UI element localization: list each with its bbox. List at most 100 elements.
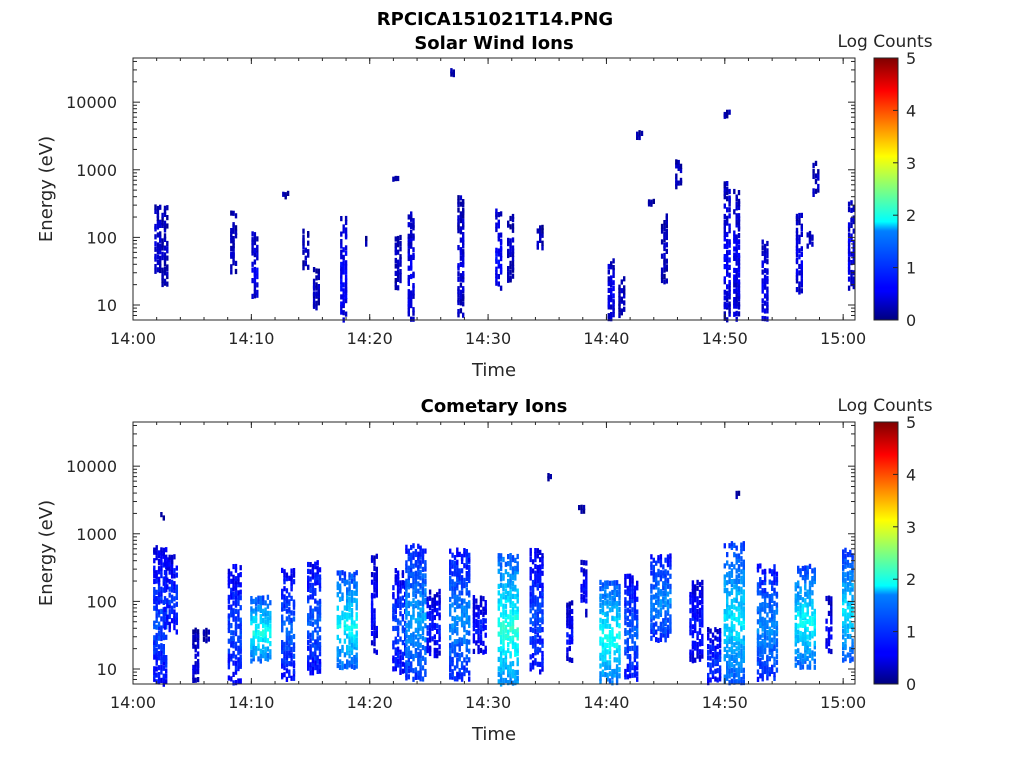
heatmap-cell xyxy=(156,254,160,260)
heatmap-cell xyxy=(742,645,745,651)
heatmap-cell xyxy=(309,665,312,672)
heatmap-cell xyxy=(502,677,505,684)
heatmap-cell xyxy=(168,569,171,575)
heatmap-cell xyxy=(664,614,667,621)
heatmap-cell xyxy=(742,657,745,663)
heatmap-cell xyxy=(582,571,586,577)
heatmap-cell xyxy=(737,639,741,645)
heatmap-cell xyxy=(373,608,376,614)
heatmap-cell xyxy=(701,579,704,585)
heatmap-cell xyxy=(585,583,588,589)
heatmap-cell xyxy=(165,547,168,553)
heatmap-cell xyxy=(396,588,400,594)
heatmap-cell xyxy=(160,573,163,579)
heatmap-cell xyxy=(804,634,807,640)
heatmap-cell xyxy=(160,557,163,563)
heatmap-cell xyxy=(281,625,284,631)
heatmap-cell xyxy=(696,634,699,641)
heatmap-cell xyxy=(254,597,258,603)
heatmap-cell xyxy=(612,312,615,318)
heatmap-cell xyxy=(844,598,847,604)
heatmap-cell xyxy=(227,576,231,582)
heatmap-cell xyxy=(611,641,614,647)
heatmap-cell xyxy=(740,579,743,585)
heatmap-cell xyxy=(541,563,544,570)
heatmap-cell xyxy=(288,635,291,641)
heatmap-cell xyxy=(410,243,413,249)
heatmap-cell xyxy=(633,641,637,647)
heatmap-cell xyxy=(698,593,702,599)
heatmap-cell xyxy=(666,628,670,634)
heatmap-cell xyxy=(449,567,452,573)
heatmap-cell xyxy=(156,259,160,266)
heatmap-cell xyxy=(659,554,663,560)
heatmap-cell xyxy=(285,658,289,664)
heatmap-cell xyxy=(449,611,452,617)
heatmap-cell xyxy=(626,663,629,669)
heatmap-cell xyxy=(465,549,468,555)
heatmap-cell xyxy=(234,593,238,600)
heatmap-cell xyxy=(314,665,317,671)
heatmap-cell xyxy=(514,629,517,635)
heatmap-cell xyxy=(341,615,344,621)
heatmap-cell xyxy=(626,674,629,680)
heatmap-cell xyxy=(628,581,632,587)
heatmap-cell xyxy=(664,569,667,575)
heatmap-cell xyxy=(636,609,639,615)
heatmap-cell xyxy=(798,212,801,219)
heatmap-cell xyxy=(419,607,422,613)
heatmap-cell xyxy=(812,173,815,179)
heatmap-cell xyxy=(262,629,265,635)
heatmap-cell xyxy=(775,638,779,644)
heatmap-cell xyxy=(726,109,729,115)
heatmap-cell xyxy=(799,572,802,578)
heatmap-cell xyxy=(514,642,517,648)
heatmap-cell xyxy=(281,614,284,620)
heatmap-cell xyxy=(541,570,544,576)
heatmap-cell xyxy=(156,209,160,215)
heatmap-cell xyxy=(504,617,508,624)
heatmap-cell xyxy=(419,583,422,589)
heatmap-cell xyxy=(733,311,736,317)
heatmap-cell xyxy=(735,205,738,211)
heatmap-cell xyxy=(250,649,253,655)
heatmap-cell xyxy=(342,299,345,305)
heatmap-cell xyxy=(497,274,500,280)
heatmap-cell xyxy=(234,585,238,591)
heatmap-cell xyxy=(502,657,505,664)
heatmap-cell xyxy=(633,625,637,631)
heatmap-cell xyxy=(497,223,500,229)
heatmap-cell xyxy=(424,573,427,579)
heatmap-cell xyxy=(160,635,163,642)
heatmap-cell xyxy=(459,276,463,282)
heatmap-cell xyxy=(350,601,354,607)
heatmap-cell xyxy=(728,279,731,286)
heatmap-cell xyxy=(460,583,464,589)
heatmap-cell xyxy=(761,245,764,251)
heatmap-cell xyxy=(404,636,407,642)
heatmap-cell xyxy=(827,595,831,601)
heatmap-cell xyxy=(399,649,402,655)
heatmap-cell xyxy=(392,592,395,598)
heatmap-cell xyxy=(302,228,305,234)
heatmap-cell xyxy=(451,579,454,585)
heatmap-cell xyxy=(433,640,436,646)
heatmap-cell xyxy=(307,613,310,619)
heatmap-cell xyxy=(162,673,165,679)
heatmap-cell xyxy=(451,674,454,680)
heatmap-cell xyxy=(694,593,697,599)
heatmap-cell xyxy=(827,648,831,654)
heatmap-cell xyxy=(283,605,286,611)
heatmap-cell xyxy=(652,602,655,608)
heatmap-cell xyxy=(375,566,378,572)
heatmap-cell xyxy=(451,627,454,633)
heatmap-cell xyxy=(160,560,163,566)
heatmap-cell xyxy=(726,250,729,256)
x-tick-label: 14:40 xyxy=(583,693,629,712)
heatmap-cell xyxy=(529,636,532,642)
heatmap-cell xyxy=(495,272,498,279)
heatmap-cell xyxy=(253,247,257,253)
heatmap-cell xyxy=(285,662,289,668)
heatmap-cell xyxy=(318,616,322,622)
heatmap-cell xyxy=(509,668,512,675)
